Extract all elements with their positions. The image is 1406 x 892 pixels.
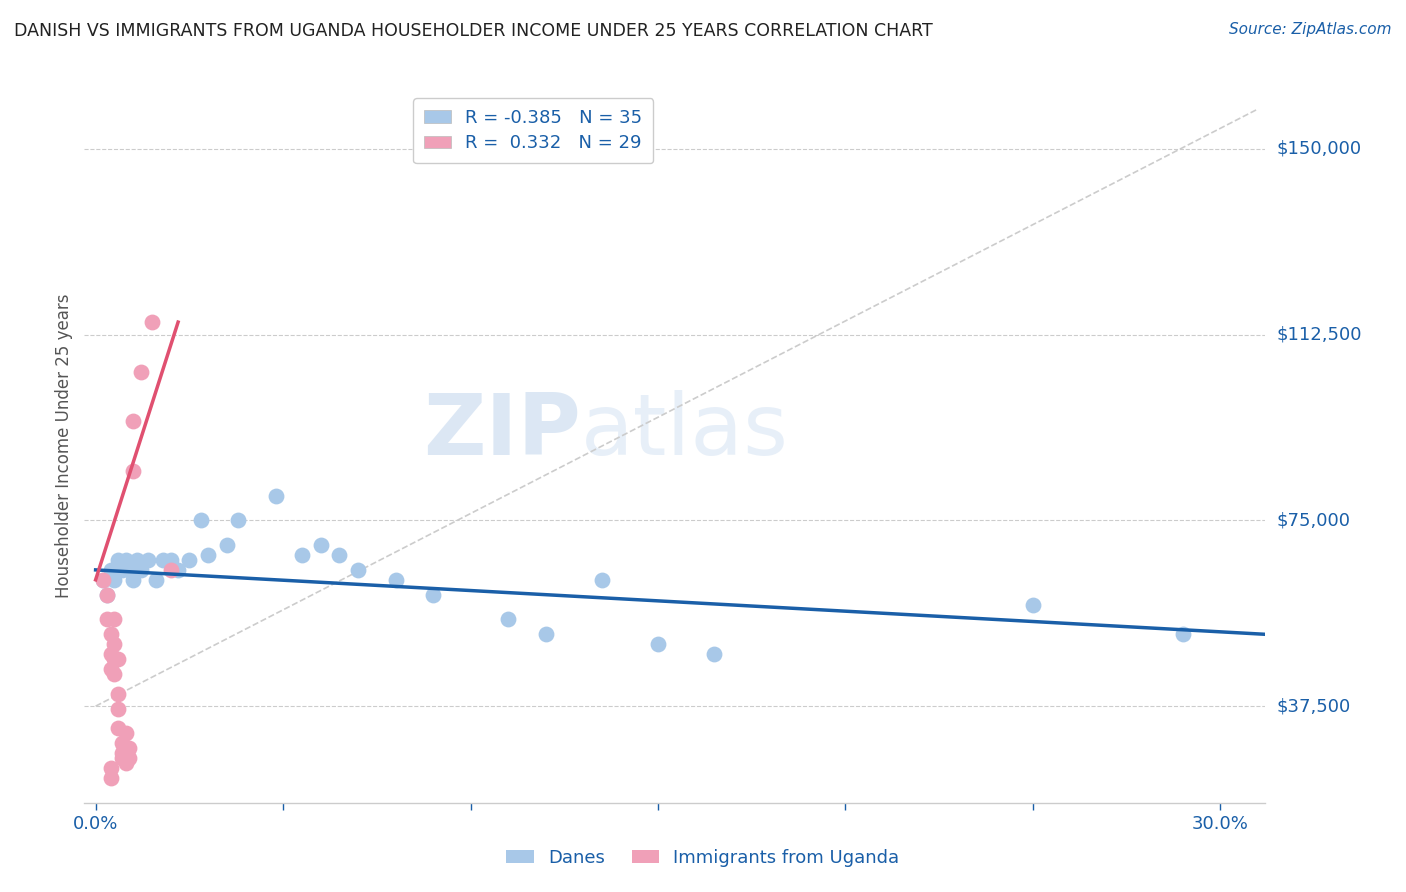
Point <box>226 513 249 527</box>
Point <box>96 612 118 626</box>
Point <box>197 548 219 562</box>
Point <box>114 741 136 756</box>
Point <box>118 741 141 756</box>
Point <box>114 553 136 567</box>
Point <box>100 761 122 775</box>
Point <box>347 563 370 577</box>
Point <box>107 553 129 567</box>
Text: $75,000: $75,000 <box>1277 511 1351 529</box>
Legend: Danes, Immigrants from Uganda: Danes, Immigrants from Uganda <box>499 842 907 874</box>
Point <box>122 573 145 587</box>
Point <box>384 573 406 587</box>
Text: $37,500: $37,500 <box>1277 698 1351 715</box>
Point <box>114 756 136 771</box>
Point <box>190 513 212 527</box>
Point <box>111 746 134 760</box>
Text: ZIP: ZIP <box>423 390 581 474</box>
Point <box>703 647 725 661</box>
Point <box>159 553 181 567</box>
Point <box>136 553 159 567</box>
Point <box>152 553 174 567</box>
Point <box>129 563 152 577</box>
Legend: R = -0.385   N = 35, R =  0.332   N = 29: R = -0.385 N = 35, R = 0.332 N = 29 <box>413 98 654 163</box>
Point <box>179 553 201 567</box>
Point <box>122 464 145 478</box>
Point <box>422 588 444 602</box>
Point <box>107 722 129 736</box>
Point <box>159 563 181 577</box>
Point <box>111 751 134 765</box>
Point <box>103 573 125 587</box>
Point <box>107 652 129 666</box>
Point <box>91 573 114 587</box>
Point <box>100 563 122 577</box>
Point <box>100 647 122 661</box>
Point <box>96 588 118 602</box>
Point <box>1171 627 1194 641</box>
Point <box>141 315 163 329</box>
Point <box>215 538 238 552</box>
Point <box>107 687 129 701</box>
Point <box>534 627 557 641</box>
Point <box>107 701 129 715</box>
Point <box>111 563 134 577</box>
Point <box>167 563 190 577</box>
Point <box>100 627 122 641</box>
Point <box>103 667 125 681</box>
Text: $112,500: $112,500 <box>1277 326 1362 343</box>
Point <box>145 573 167 587</box>
Point <box>111 736 134 750</box>
Point <box>103 652 125 666</box>
Point <box>264 489 287 503</box>
Text: Source: ZipAtlas.com: Source: ZipAtlas.com <box>1229 22 1392 37</box>
Point <box>91 573 114 587</box>
Point <box>100 662 122 676</box>
Text: DANISH VS IMMIGRANTS FROM UGANDA HOUSEHOLDER INCOME UNDER 25 YEARS CORRELATION C: DANISH VS IMMIGRANTS FROM UGANDA HOUSEHO… <box>14 22 932 40</box>
Text: atlas: atlas <box>581 390 789 474</box>
Point <box>1022 598 1045 612</box>
Point <box>496 612 519 626</box>
Point <box>122 414 145 428</box>
Point <box>118 751 141 765</box>
Point <box>103 637 125 651</box>
Text: $150,000: $150,000 <box>1277 140 1361 158</box>
Point <box>129 365 152 379</box>
Point <box>309 538 332 552</box>
Point <box>591 573 613 587</box>
Point <box>291 548 314 562</box>
Point <box>125 553 148 567</box>
Point <box>328 548 350 562</box>
Point <box>114 726 136 740</box>
Point <box>100 771 122 785</box>
Y-axis label: Householder Income Under 25 years: Householder Income Under 25 years <box>55 293 73 599</box>
Point <box>96 588 118 602</box>
Point <box>118 563 141 577</box>
Point <box>103 612 125 626</box>
Point <box>647 637 669 651</box>
